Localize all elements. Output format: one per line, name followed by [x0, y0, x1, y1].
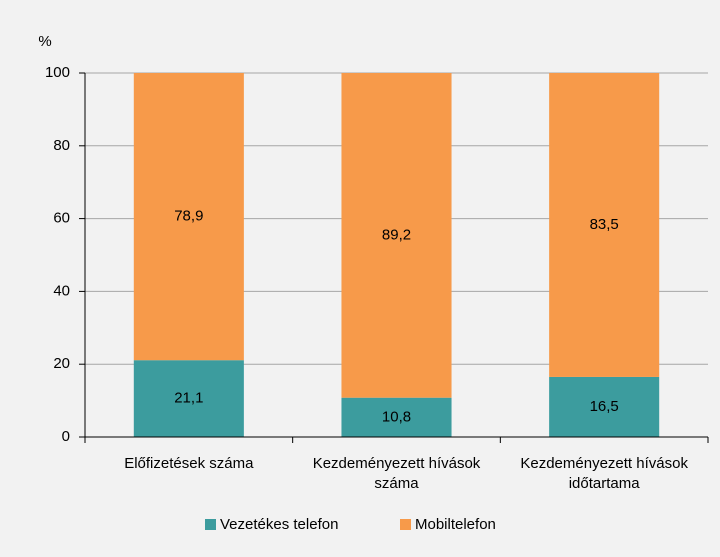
legend-swatch — [205, 519, 216, 530]
x-tick-label: Kezdeményezett hívások száma — [312, 455, 481, 492]
bar-segment — [549, 376, 660, 437]
legend-swatch — [400, 519, 411, 530]
x-tick-label: Kezdeményezett hívások időtartama — [520, 455, 688, 492]
y-tick-label: 40 — [53, 282, 70, 299]
bar-segment — [133, 360, 244, 437]
bar-segment — [341, 73, 452, 398]
data-label: 78,9 — [174, 208, 203, 225]
data-label: 16,5 — [590, 398, 619, 415]
y-tick-label: 20 — [53, 355, 70, 372]
data-label: 89,2 — [382, 226, 411, 243]
legend-label: Vezetékes telefon — [220, 516, 338, 533]
data-label: 10,8 — [382, 408, 411, 425]
y-tick-label: 0 — [62, 428, 70, 445]
bar-segment — [341, 397, 452, 437]
legend-label: Mobiltelefon — [415, 516, 496, 533]
y-axis-label: % — [38, 33, 51, 50]
y-tick-label: 80 — [53, 137, 70, 154]
bar-segment — [549, 73, 660, 377]
y-tick-label: 100 — [45, 64, 70, 81]
data-label: 83,5 — [590, 216, 619, 233]
x-tick-label: Előfizetések száma — [124, 455, 254, 472]
bar-segment — [133, 73, 244, 361]
data-label: 21,1 — [174, 390, 203, 407]
y-tick-label: 60 — [53, 210, 70, 227]
